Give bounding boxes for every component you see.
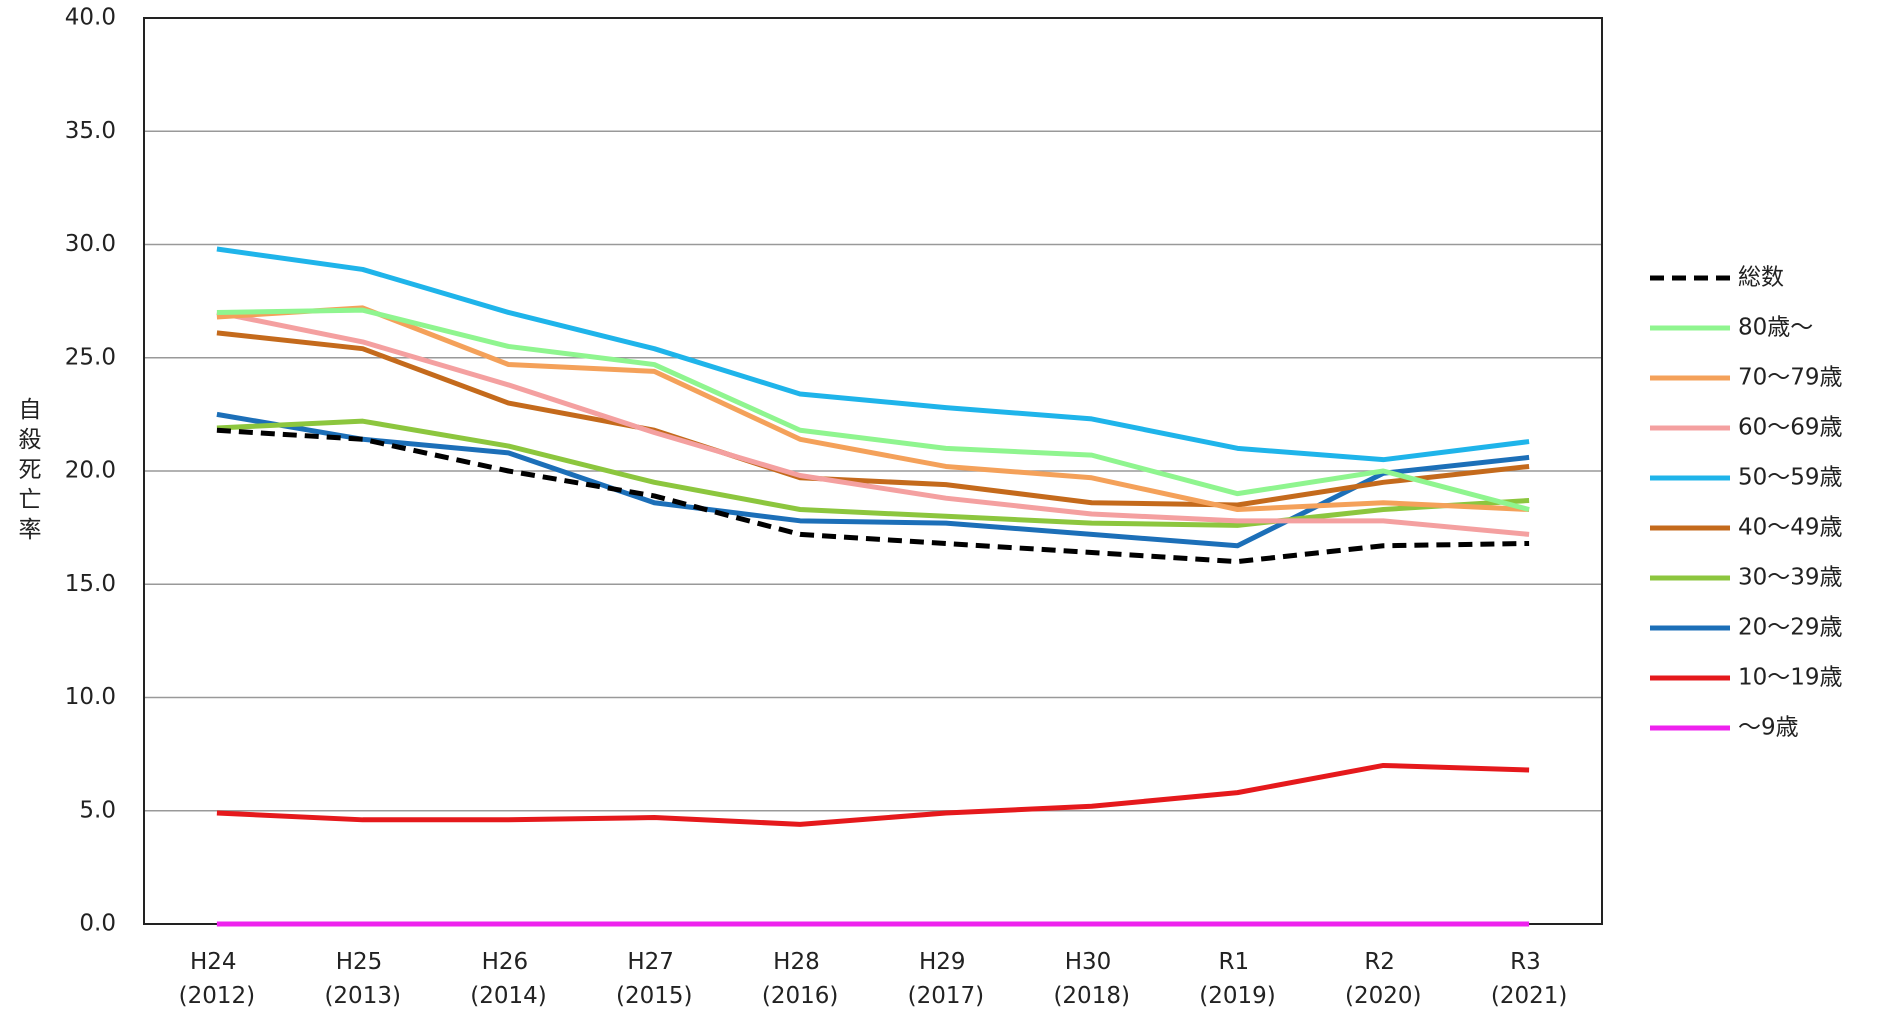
x-tick-label: H24 (2012) (179, 949, 255, 1009)
x-tick-label: H29 (2017) (908, 949, 984, 1009)
legend-label: 30〜39歳 (1738, 565, 1843, 591)
legend-label: 総数 (1738, 265, 1784, 291)
y-tick-label: 10.0 (65, 684, 116, 710)
y-axis-label-char: 亡 (19, 487, 42, 513)
legend-label: 20〜29歳 (1738, 615, 1843, 641)
series-line (216, 309, 1530, 537)
x-tick-label-line: H28 (773, 949, 827, 975)
series-line (216, 305, 1530, 513)
x-tick-label-line: (2014) (470, 983, 546, 1009)
series-line (216, 307, 1530, 512)
x-tick-label-line: (2017) (908, 983, 984, 1009)
x-tick-label-line: (2015) (616, 983, 692, 1009)
series-line (216, 762, 1530, 827)
x-tick-label-line: (2013) (324, 983, 400, 1009)
series-line (216, 411, 1530, 549)
y-tick-label: 40.0 (65, 5, 116, 31)
x-tick-label-line: (2012) (179, 983, 255, 1009)
series-line (216, 246, 1530, 463)
y-tick-label: 15.0 (65, 571, 116, 597)
y-tick-label: 25.0 (65, 344, 116, 370)
y-axis-label-char: 自 (19, 397, 42, 423)
x-tick-label-line: H26 (482, 949, 536, 975)
x-tick-label: R2 (2020) (1345, 949, 1421, 1009)
x-tick-label-line: R3 (1510, 949, 1548, 975)
series-line (216, 330, 1530, 508)
y-axis-label: 自殺死亡率 (19, 397, 42, 543)
y-tick-label: 30.0 (65, 231, 116, 257)
y-tick-label: 5.0 (79, 797, 116, 823)
legend-label: 80歳〜 (1738, 315, 1813, 341)
legend-label: 50〜59歳 (1738, 465, 1843, 491)
x-tick-label-line: H29 (919, 949, 973, 975)
legend-label: 10〜19歳 (1738, 665, 1843, 691)
x-tick-label-line: H30 (1065, 949, 1119, 975)
x-tick-label-line: H24 (190, 949, 244, 975)
x-tick-label-line: (2019) (1199, 983, 1275, 1009)
y-tick-label: 20.0 (65, 458, 116, 484)
x-tick-label-line: R1 (1219, 949, 1257, 975)
y-tick-label: 0.0 (79, 911, 116, 937)
x-tick-label: R1 (2019) (1199, 949, 1275, 1009)
y-tick-label: 35.0 (65, 118, 116, 144)
series-line (216, 427, 1530, 565)
x-tick-label: H30 (2018) (1053, 949, 1129, 1009)
y-axis-label-char: 死 (19, 457, 42, 483)
x-tick-label-line: R2 (1364, 949, 1402, 975)
y-axis-label-char: 殺 (19, 427, 42, 453)
x-tick-label: H25 (2013) (324, 949, 400, 1009)
legend-label: 70〜79歳 (1738, 365, 1843, 391)
x-tick-label: H27 (2015) (616, 949, 692, 1009)
x-tick-label-line: (2020) (1345, 983, 1421, 1009)
y-axis-label-char: 率 (19, 517, 42, 543)
x-tick-label-line: (2016) (762, 983, 838, 1009)
x-tick-label-line: H25 (336, 949, 390, 975)
legend-label: 〜9歳 (1738, 715, 1799, 741)
x-tick-label: H28 (2016) (762, 949, 838, 1009)
legend-label: 40〜49歳 (1738, 515, 1843, 541)
legend-label: 60〜69歳 (1738, 415, 1843, 441)
x-tick-label-line: (2021) (1491, 983, 1567, 1009)
series-line (216, 418, 1530, 528)
x-tick-label: H26 (2014) (470, 949, 546, 1009)
x-tick-label-line: H27 (627, 949, 681, 975)
x-tick-label: R3 (2021) (1491, 949, 1567, 1009)
x-tick-label-line: (2018) (1053, 983, 1129, 1009)
